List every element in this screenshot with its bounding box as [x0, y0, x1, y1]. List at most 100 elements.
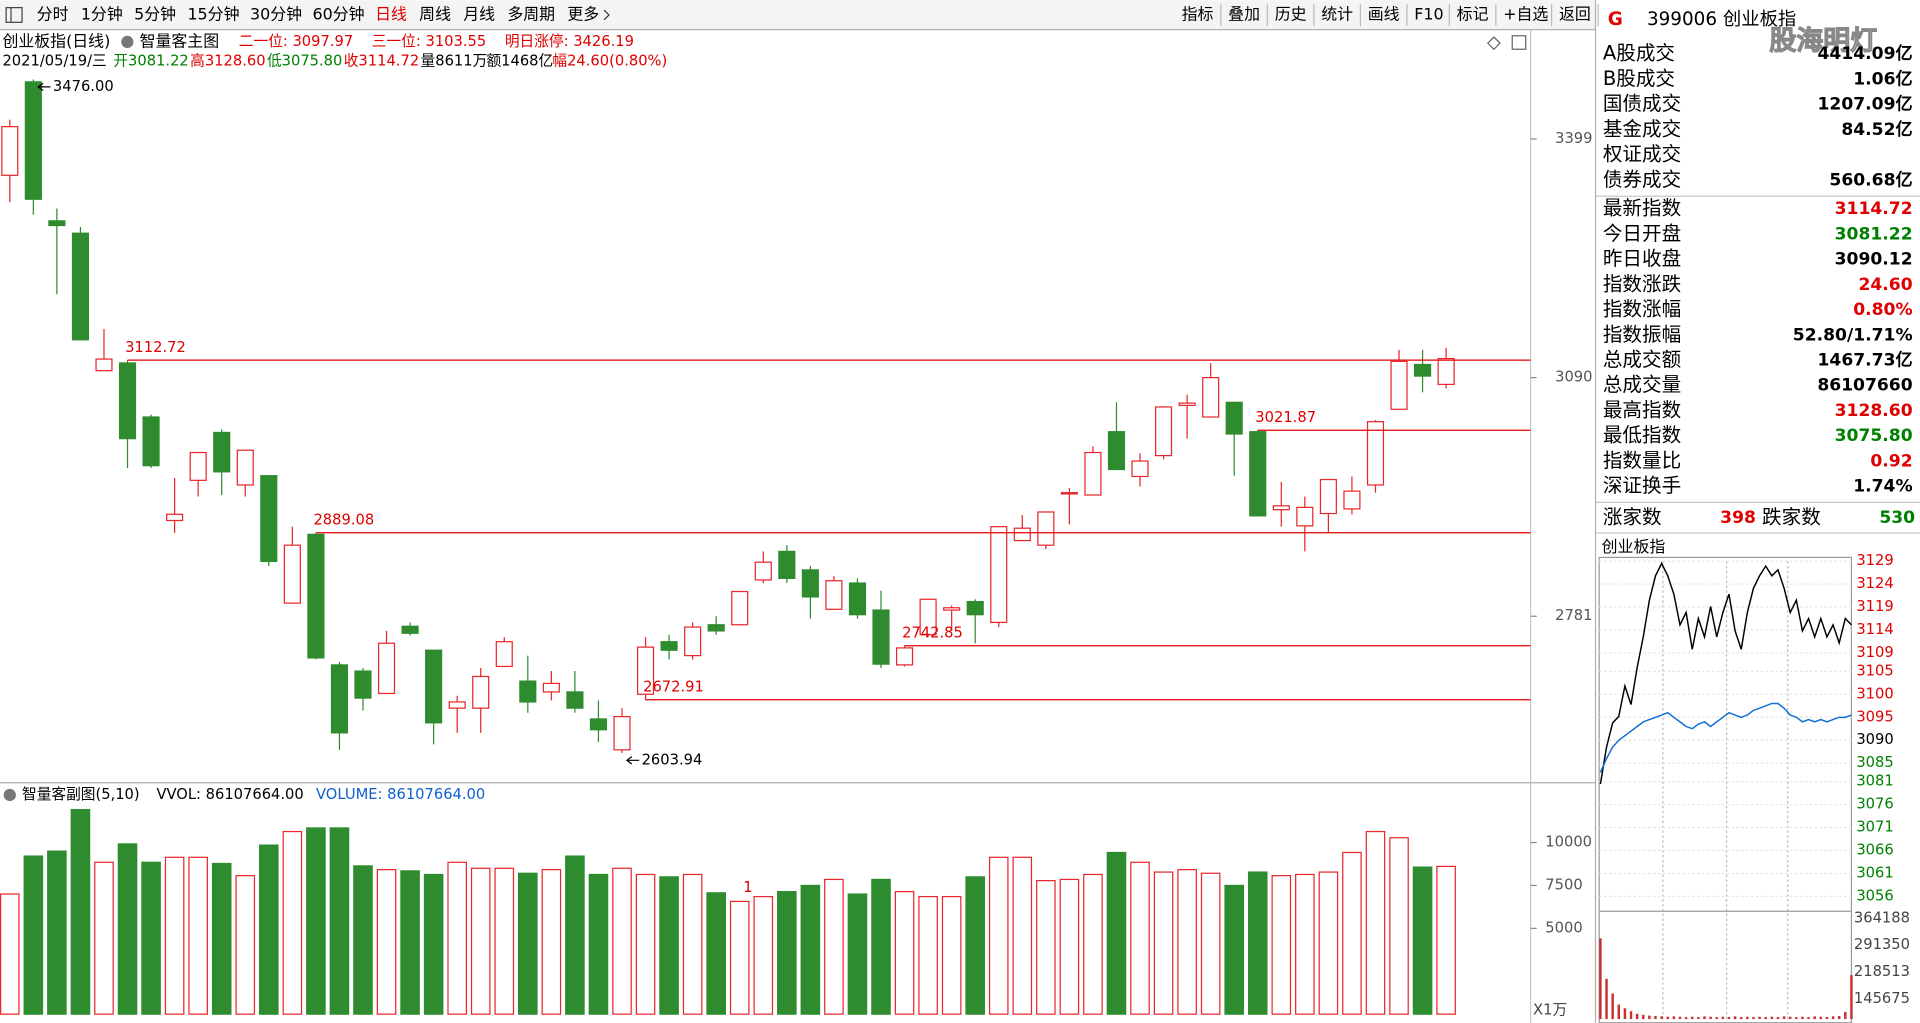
volume-bar [1318, 871, 1339, 1015]
period-tab[interactable]: 日线 [375, 4, 407, 23]
volume-bar [659, 876, 679, 1015]
period-tab[interactable]: 周线 [419, 4, 451, 23]
volume-bar [541, 869, 562, 1015]
y-tick-label: 7500 [1545, 876, 1582, 893]
annotation-label: 2672.91 [643, 678, 704, 695]
tool-button[interactable]: +自选 [1503, 4, 1548, 23]
quote-value: 1.74% [1853, 477, 1912, 497]
candle-body [354, 670, 372, 699]
volume-bar [941, 895, 962, 1015]
period-tab[interactable]: 多周期 [507, 4, 555, 23]
mini-y-label: 3076 [1856, 796, 1893, 813]
tool-button[interactable]: F10 [1414, 4, 1443, 23]
volume-bar [188, 856, 208, 1015]
level-text: 三一位: 3103.55 [372, 33, 486, 50]
quote-label: 今日开盘 [1603, 222, 1681, 245]
mini-volume-label: 218513 [1854, 963, 1910, 980]
panel-icon[interactable] [1511, 35, 1527, 50]
quote-label: 总成交额 [1603, 348, 1682, 371]
tool-button[interactable]: 指标 [1182, 4, 1214, 23]
candle-body [1037, 511, 1055, 546]
menu-icon[interactable] [5, 7, 23, 23]
tool-button[interactable]: 统计 [1321, 4, 1353, 23]
candle-body [1390, 360, 1408, 410]
period-tab[interactable]: 60分钟 [313, 4, 365, 23]
period-tab[interactable]: 5分钟 [134, 4, 176, 23]
mini-y-label: 3061 [1856, 864, 1893, 881]
volume-bar [235, 875, 256, 1015]
template-name[interactable]: 智量客主图 [140, 31, 220, 50]
candle-body [636, 646, 655, 695]
sub-chart-title[interactable]: 智量客副图(5,10) [22, 785, 140, 803]
period-tab[interactable]: 月线 [463, 4, 495, 23]
quote-value: 0.80% [1853, 300, 1912, 320]
mini-y-label: 3085 [1856, 754, 1893, 771]
period-tab[interactable]: 1分钟 [81, 4, 123, 23]
candle-body [825, 580, 843, 610]
candle-body [1296, 506, 1314, 527]
quote-label: B股成交 [1603, 67, 1675, 90]
stat-text: 低3075.80 [267, 53, 342, 70]
mini-volume-bar [1782, 1016, 1786, 1020]
candle-body [1249, 431, 1267, 517]
period-tab[interactable]: 分时 [37, 4, 69, 23]
volume-bar [729, 900, 750, 1015]
candle-body [283, 544, 301, 604]
quote-label: 指数振幅 [1603, 323, 1681, 346]
quote-value: 84.52亿 [1841, 119, 1912, 140]
candle-body [425, 649, 443, 724]
mini-volume-bar [1776, 1017, 1780, 1020]
breadth-label: 跌家数 [1762, 506, 1821, 529]
watermark: 股海明灯 [1769, 25, 1877, 56]
mini-volume-bar [1605, 978, 1608, 1020]
volume-bar [47, 850, 67, 1015]
tool-button[interactable]: 返回 [1559, 4, 1591, 23]
mini-volume-bar [1611, 993, 1614, 1020]
mini-volume-bar [1764, 1017, 1767, 1020]
candle-body [71, 232, 90, 341]
volume-bar [518, 872, 538, 1015]
stat-text: 额1468亿 [486, 53, 553, 70]
quote-label: 深证换手 [1603, 474, 1681, 497]
quote-value: 1.06亿 [1853, 68, 1912, 89]
toolbar [0, 0, 1596, 30]
volume-bar [1036, 880, 1056, 1015]
candle-body [1154, 406, 1173, 457]
quote-value: 3128.60 [1835, 401, 1913, 421]
tool-button[interactable]: 叠加 [1228, 4, 1260, 23]
mini-volume-bar [1623, 1008, 1627, 1020]
quote-label: 昨日收盘 [1603, 247, 1681, 270]
volume-bar [1412, 866, 1433, 1015]
annotation-label: 2742.85 [902, 624, 963, 641]
candle-body [448, 701, 466, 709]
quote-value: 4414.09亿 [1818, 43, 1913, 64]
volume-bar [1224, 884, 1245, 1015]
period-tab[interactable]: 30分钟 [250, 4, 302, 23]
sub-template-icon[interactable] [3, 788, 16, 802]
template-icon[interactable] [121, 35, 134, 49]
mini-volume-bar [1825, 1017, 1829, 1020]
candle-body [1225, 401, 1243, 435]
annotation-arrow [625, 756, 640, 765]
mini-volume-bar [1788, 1016, 1792, 1020]
stat-text: 2021/05/19/三 [2, 53, 106, 70]
tool-button[interactable]: 历史 [1275, 4, 1307, 23]
mini-volume-bar [1850, 975, 1853, 1020]
y-tick-label: 2781 [1555, 607, 1592, 624]
tool-button[interactable]: 画线 [1368, 4, 1400, 23]
period-tab[interactable]: 更多 [567, 4, 599, 23]
quote-label: 基金成交 [1603, 117, 1681, 140]
diamond-icon[interactable] [1486, 36, 1501, 51]
tool-button[interactable]: 标记 [1457, 4, 1489, 23]
quote-label: A股成交 [1603, 42, 1675, 65]
mini-volume-bar [1721, 1016, 1725, 1020]
stat-text: 幅24.60(0.80%) [552, 53, 667, 70]
volume-bar [376, 869, 397, 1015]
volume-bar [329, 827, 350, 1015]
volume-bar [1130, 861, 1150, 1015]
candle-body [966, 600, 984, 616]
mini-volume-bar [1831, 1016, 1835, 1020]
volume-bar [117, 843, 138, 1015]
period-tab[interactable]: 15分钟 [187, 4, 239, 23]
